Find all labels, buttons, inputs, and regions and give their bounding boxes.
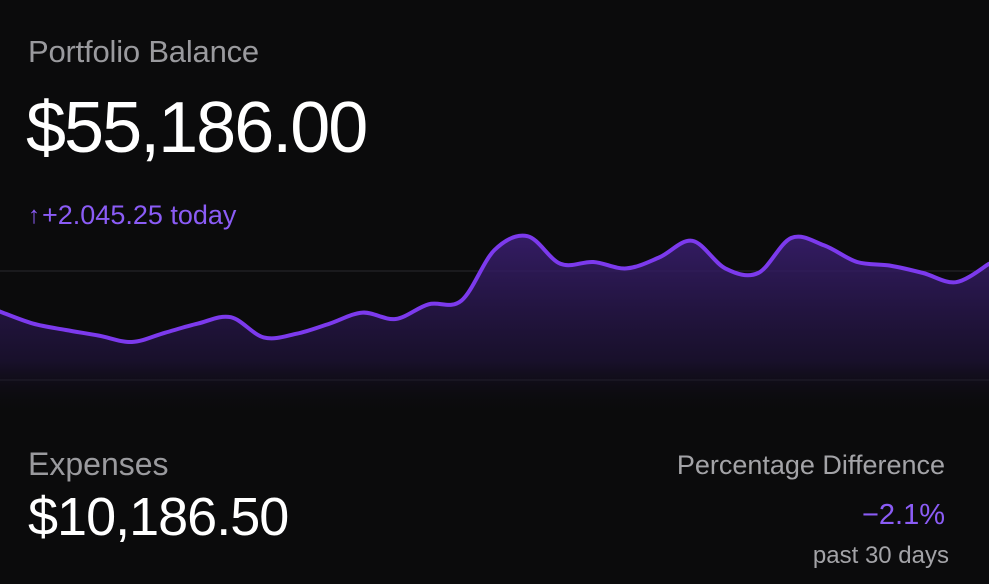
portfolio-balance-title: Portfolio Balance xyxy=(28,34,259,69)
portfolio-balance-value: $55,186.00 xyxy=(26,88,368,168)
expenses-value: $10,186.50 xyxy=(28,487,289,547)
percentage-difference-period: past 30 days xyxy=(812,542,949,569)
balance-line xyxy=(0,233,989,345)
balance-area xyxy=(0,235,989,415)
arrow-up-icon: ↑ xyxy=(28,201,40,229)
daily-change: ↑ +2.045.25 today xyxy=(28,200,236,231)
percentage-difference-label: Percentage Difference xyxy=(676,450,945,480)
percentage-difference-value: −2.1% xyxy=(861,499,945,531)
balance-chart xyxy=(0,233,989,415)
expenses-label: Expenses xyxy=(28,446,169,482)
daily-change-text: +2.045.25 today xyxy=(42,200,237,230)
